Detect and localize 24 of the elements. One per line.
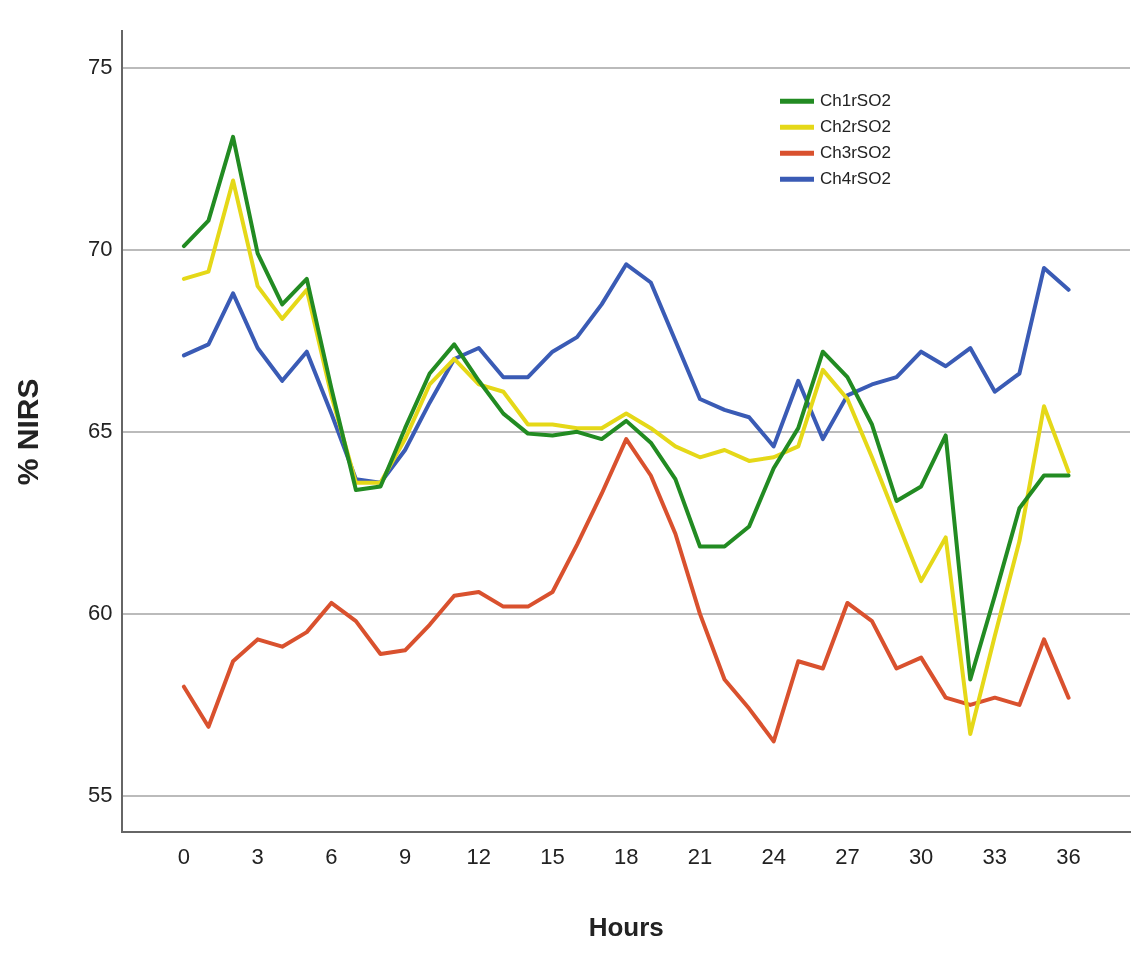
x-tick-label: 15 xyxy=(540,843,565,869)
legend-label: Ch2rSO2 xyxy=(820,116,891,136)
x-tick-label: 3 xyxy=(251,843,264,869)
x-tick-label: 30 xyxy=(908,843,934,869)
y-tick-label: 70 xyxy=(87,235,113,261)
y-tick-label: 65 xyxy=(87,417,113,443)
legend-label: Ch4rSO2 xyxy=(820,168,891,188)
x-tick-label: 24 xyxy=(761,843,786,869)
y-tick-label: 55 xyxy=(87,782,113,808)
x-tick-label: 12 xyxy=(466,843,492,869)
x-tick-label: 21 xyxy=(687,843,713,869)
x-tick-label: 36 xyxy=(1056,843,1081,869)
x-tick-label: 33 xyxy=(982,843,1008,869)
y-tick-label: 75 xyxy=(87,53,113,79)
x-tick-label: 0 xyxy=(177,843,191,869)
x-tick-label: 9 xyxy=(398,843,412,869)
y-axis-title: % NIRS xyxy=(11,378,45,486)
legend-label: Ch3rSO2 xyxy=(820,142,891,162)
legend-label: Ch1rSO2 xyxy=(820,90,891,110)
x-tick-label: 27 xyxy=(835,843,860,869)
x-tick-label: 18 xyxy=(613,843,639,869)
y-tick-label: 60 xyxy=(87,599,113,625)
x-axis-title: Hours xyxy=(588,911,664,942)
x-tick-label: 6 xyxy=(325,843,338,869)
